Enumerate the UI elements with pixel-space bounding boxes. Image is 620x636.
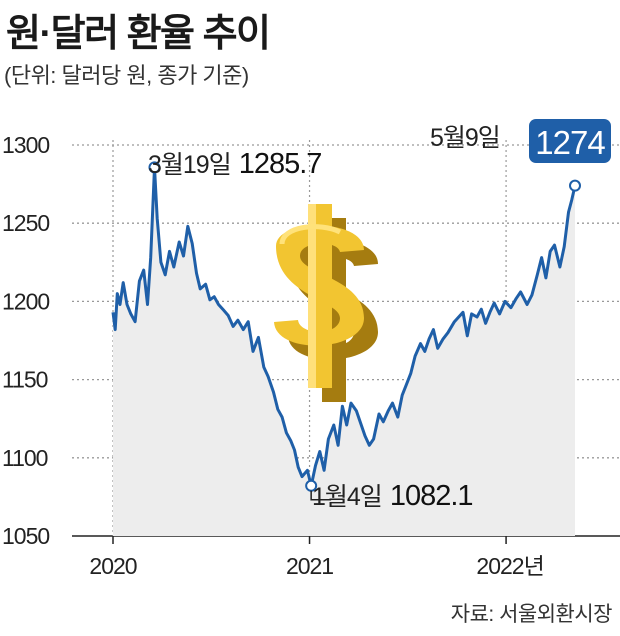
- y-tick-label: 1200: [2, 288, 49, 314]
- y-tick-label: 1050: [2, 523, 49, 549]
- max-annotation: 3월19일 1285.7: [148, 148, 321, 180]
- source-note: 자료: 서울외환시장: [450, 603, 613, 626]
- min-value: 1082.1: [390, 480, 473, 512]
- series-area: [113, 167, 575, 536]
- last-value: 1274: [535, 124, 605, 161]
- last-date: 5월9일: [430, 124, 500, 152]
- y-tick-label: 1100: [2, 445, 48, 471]
- x-axis: 2020 2021 2022년: [89, 536, 545, 579]
- min-leader-line: [310, 490, 332, 501]
- last-value-badge: [529, 119, 611, 163]
- y-tick-label: 1300: [2, 132, 49, 158]
- y-tick-label: 1250: [2, 210, 49, 236]
- max-value: 1285.7: [239, 148, 322, 180]
- gold-dollar-sign-icon: [274, 204, 378, 402]
- chart-subtitle: (단위: 달러당 원, 종가 기준): [4, 63, 249, 88]
- min-annotation: 1월4일 1082.1: [312, 480, 473, 512]
- min-date: 1월4일: [312, 483, 382, 511]
- series-line: [111, 165, 577, 488]
- x-tick-label: 2020: [89, 553, 136, 579]
- chart-title: 원·달러 환율 추이: [6, 13, 271, 55]
- max-date: 3월19일: [148, 151, 231, 179]
- last-point-marker: [569, 179, 581, 192]
- y-tick-label: 1150: [2, 367, 48, 393]
- y-axis: 1050 1100 1150 1200 1250 1300: [2, 132, 50, 549]
- max-point-marker: [148, 161, 161, 174]
- x-tick-label: 2022년: [476, 553, 543, 579]
- x-tick-label: 2021: [286, 553, 333, 579]
